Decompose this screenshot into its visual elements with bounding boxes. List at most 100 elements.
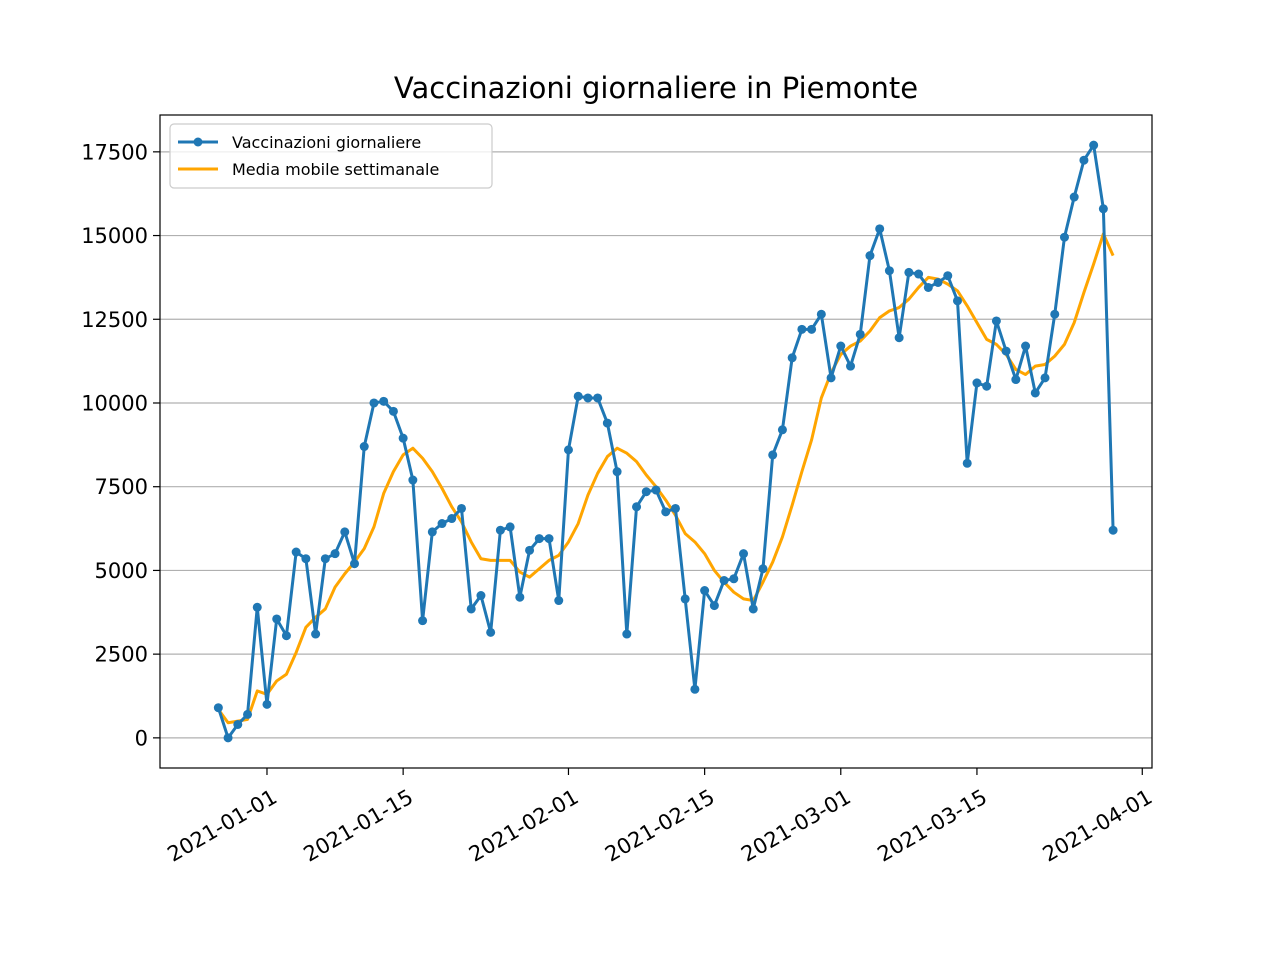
data-point	[437, 519, 447, 529]
legend: Vaccinazioni giornaliere Media mobile se…	[169, 123, 493, 189]
data-point	[1059, 232, 1069, 242]
data-point	[534, 534, 544, 544]
data-point	[515, 592, 525, 602]
data-point	[894, 333, 904, 343]
data-point	[476, 591, 486, 601]
data-point	[719, 575, 729, 585]
data-point	[281, 631, 291, 641]
data-point	[427, 527, 437, 537]
data-point	[816, 309, 826, 319]
data-point	[1098, 204, 1108, 214]
data-point	[554, 596, 564, 606]
data-point	[612, 467, 622, 477]
data-point	[962, 458, 972, 468]
legend-box	[169, 123, 493, 189]
data-point	[884, 266, 894, 276]
data-point	[544, 534, 554, 544]
data-point	[583, 393, 593, 403]
data-point	[1069, 192, 1079, 202]
data-point	[593, 393, 603, 403]
data-point	[982, 381, 992, 391]
data-point	[758, 564, 768, 574]
data-point	[330, 549, 340, 559]
data-point	[836, 341, 846, 351]
data-point	[826, 373, 836, 383]
data-point	[602, 418, 612, 428]
data-point	[398, 433, 408, 443]
data-point	[418, 616, 428, 626]
data-point	[651, 485, 661, 495]
data-point	[690, 684, 700, 694]
data-point	[923, 282, 933, 292]
data-point	[388, 406, 398, 416]
data-point	[223, 733, 233, 743]
data-point	[632, 502, 642, 512]
data-point	[855, 329, 865, 339]
data-point	[700, 586, 710, 596]
data-point	[768, 450, 778, 460]
data-point	[340, 527, 350, 537]
series-line-weekly-average	[217, 232, 1115, 725]
data-point	[807, 324, 817, 334]
data-point	[1040, 373, 1050, 383]
data-point	[1089, 140, 1099, 150]
y-tick-label: 5000	[95, 559, 148, 583]
data-point	[447, 514, 457, 524]
data-point	[379, 396, 389, 406]
y-axis: 0 2500 5000 7500 10000 12500 15000 17500	[81, 140, 160, 750]
data-point	[739, 549, 749, 559]
data-point	[914, 269, 924, 279]
y-tick-label: 15000	[81, 224, 148, 248]
data-point	[213, 703, 223, 713]
data-point	[525, 545, 535, 555]
data-point	[661, 507, 671, 517]
data-point	[243, 709, 253, 719]
data-point	[904, 267, 914, 277]
series-layer	[213, 140, 1118, 743]
data-point	[573, 391, 583, 401]
y-tick-label: 17500	[81, 140, 148, 164]
data-point	[301, 554, 311, 564]
data-point	[233, 719, 243, 729]
data-point	[350, 559, 360, 569]
data-point	[563, 445, 573, 455]
data-point	[252, 602, 262, 612]
data-point	[846, 361, 856, 371]
data-point	[670, 503, 680, 513]
legend-marker-daily	[193, 137, 203, 147]
data-point	[865, 251, 875, 261]
data-point	[262, 699, 272, 709]
legend-label-daily: Vaccinazioni giornaliere	[232, 133, 421, 152]
data-point	[1030, 388, 1040, 398]
data-point	[495, 525, 505, 535]
data-point	[1021, 341, 1031, 351]
data-point	[748, 604, 758, 614]
data-point	[709, 601, 719, 611]
chart-title: Vaccinazioni giornaliere in Piemonte	[394, 71, 918, 105]
data-point	[486, 627, 496, 637]
data-point	[1050, 309, 1060, 319]
data-point	[1108, 525, 1118, 535]
data-point	[991, 316, 1001, 326]
y-tick-label: 10000	[81, 391, 148, 415]
data-point	[622, 629, 632, 639]
data-point	[369, 398, 379, 408]
data-point	[1079, 155, 1089, 165]
data-point	[729, 574, 739, 584]
data-point	[359, 442, 369, 452]
data-point	[456, 503, 466, 513]
data-point	[777, 425, 787, 435]
data-point	[875, 224, 885, 234]
data-point	[320, 554, 330, 564]
y-tick-label: 12500	[81, 308, 148, 332]
data-point	[943, 271, 953, 281]
data-point	[952, 296, 962, 306]
y-tick-label: 2500	[95, 643, 148, 667]
data-point	[797, 324, 807, 334]
data-point	[311, 629, 321, 639]
data-point	[1011, 375, 1021, 385]
data-point	[466, 604, 476, 614]
data-point	[787, 353, 797, 363]
data-point	[680, 594, 690, 604]
